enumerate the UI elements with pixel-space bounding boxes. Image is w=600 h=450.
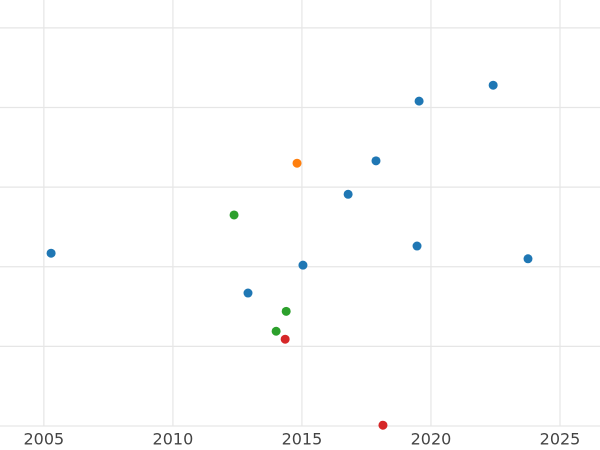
point [298, 260, 308, 270]
point [271, 326, 281, 336]
point [378, 420, 388, 430]
point [243, 288, 253, 298]
x-tick-label: 2025 [540, 430, 581, 449]
point [371, 156, 381, 166]
point [229, 210, 239, 220]
point [523, 254, 533, 264]
point [488, 80, 498, 90]
point [281, 306, 291, 316]
point [414, 96, 424, 106]
point [292, 158, 302, 168]
point [412, 241, 422, 251]
x-tick-label: 2005 [24, 430, 65, 449]
x-tick-label: 2010 [153, 430, 194, 449]
point [343, 189, 353, 199]
x-tick-label: 2020 [411, 430, 452, 449]
x-tick-label: 2015 [282, 430, 323, 449]
point [280, 334, 290, 344]
point [46, 248, 56, 258]
